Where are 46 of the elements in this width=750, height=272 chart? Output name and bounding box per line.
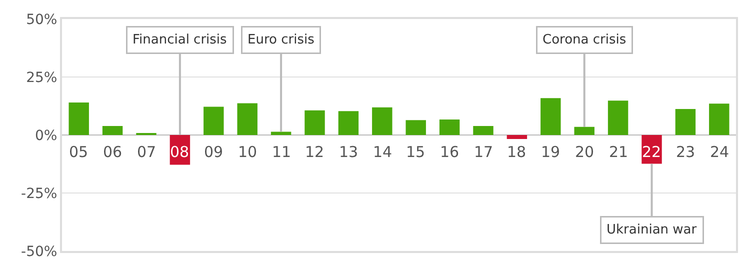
annotation: Financial crisis xyxy=(132,32,228,48)
y-tick-label: 0% xyxy=(34,128,58,144)
bar xyxy=(675,109,696,135)
y-tick-label: -50% xyxy=(21,244,58,260)
bar xyxy=(338,111,359,135)
x-tick-label: 13 xyxy=(339,143,358,161)
x-tick-label: 14 xyxy=(373,143,392,161)
x-tick-label: 12 xyxy=(305,143,324,161)
bar xyxy=(473,126,494,135)
bar xyxy=(68,102,89,135)
y-tick-label: 25% xyxy=(26,70,58,86)
annotation: Euro crisis xyxy=(248,32,315,48)
bar xyxy=(270,132,292,135)
annotation: Corona crisis xyxy=(542,32,626,48)
x-tick-label: 10 xyxy=(238,143,258,161)
x-tick-label: 11 xyxy=(272,143,292,161)
bar xyxy=(709,104,730,135)
x-tick-label: 19 xyxy=(541,143,560,161)
bar xyxy=(304,110,325,135)
bar xyxy=(406,120,426,135)
x-tick-label: 21 xyxy=(609,143,628,161)
x-tick-label: 06 xyxy=(103,143,122,161)
x-tick-label: 16 xyxy=(440,143,460,161)
y-tick-label: 50% xyxy=(26,12,58,28)
x-tick-label: 23 xyxy=(676,143,696,161)
bar xyxy=(102,126,123,135)
y-tick-label: -25% xyxy=(21,186,58,202)
x-tick-label: 22 xyxy=(642,143,662,161)
x-tick-label: 05 xyxy=(69,143,88,161)
bar xyxy=(574,126,594,135)
bar xyxy=(608,100,628,135)
x-tick-label: 17 xyxy=(474,143,494,161)
x-tick-label: 08 xyxy=(170,143,190,161)
bar xyxy=(439,119,460,135)
x-tick-label: 15 xyxy=(406,143,426,161)
x-tick-label: 24 xyxy=(710,143,730,161)
bar xyxy=(237,103,258,135)
bar xyxy=(372,107,392,135)
bar xyxy=(204,106,224,135)
x-tick-label: 20 xyxy=(575,143,594,161)
x-tick-label: 18 xyxy=(507,143,526,161)
bar xyxy=(540,98,561,135)
x-tick-label: 07 xyxy=(137,143,156,161)
bar xyxy=(506,135,528,139)
x-tick-label: 09 xyxy=(204,143,224,161)
annotation: Ukrainian war xyxy=(606,222,698,238)
